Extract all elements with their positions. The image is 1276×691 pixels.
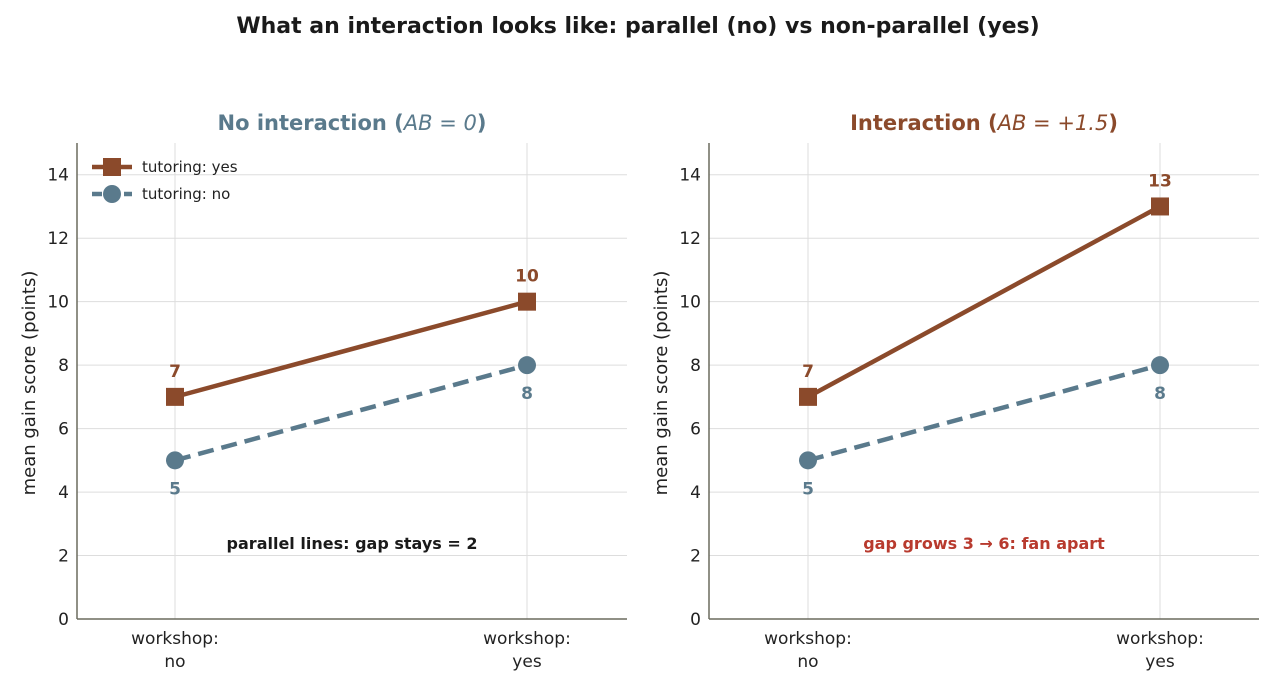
y-tick-label: 12 xyxy=(679,229,701,249)
data-point-circle xyxy=(799,451,817,470)
data-label: 8 xyxy=(1154,384,1166,404)
y-tick-label: 14 xyxy=(679,166,701,186)
legend-marker-square xyxy=(103,158,121,176)
y-tick-label: 6 xyxy=(690,420,701,440)
data-label: 5 xyxy=(169,479,181,499)
y-tick-label: 4 xyxy=(690,483,701,503)
data-point-circle xyxy=(166,451,184,470)
series-line xyxy=(174,299,528,400)
legend-label: tutoring: no xyxy=(142,185,230,203)
series-line xyxy=(174,362,528,463)
y-tick-label: 6 xyxy=(58,420,69,440)
data-point-square xyxy=(1151,197,1169,216)
y-tick-label: 10 xyxy=(679,293,701,313)
x-tick-label: workshop: yes xyxy=(1116,629,1204,672)
chart-panel-1: 0 2 4 6 8 10 12 14 workshop: no workshop: yes mean g… xyxy=(19,111,627,672)
y-tick-label: 8 xyxy=(690,356,701,376)
figure-title: What an interaction looks like: parallel… xyxy=(236,14,1040,39)
annotation-text: gap grows 3 → 6: fan apart xyxy=(863,534,1105,553)
data-point-circle xyxy=(1151,356,1169,375)
y-tick-label: 4 xyxy=(58,483,69,503)
data-label: 13 xyxy=(1148,171,1172,191)
data-label: 5 xyxy=(802,479,814,499)
y-tick-label: 14 xyxy=(47,166,69,186)
series-line xyxy=(806,204,1162,399)
data-label: 8 xyxy=(521,384,533,404)
data-label: 10 xyxy=(515,267,539,287)
y-tick-label: 2 xyxy=(690,547,701,567)
legend-marker-circle xyxy=(103,185,121,203)
x-tick-label: workshop: yes xyxy=(483,629,571,672)
data-point-circle xyxy=(518,356,536,375)
panel-title: No interaction (AB = 0) xyxy=(218,111,487,135)
x-tick-label: workshop: no xyxy=(131,629,219,672)
y-tick-label: 0 xyxy=(58,610,69,630)
legend-label: tutoring: yes xyxy=(142,158,238,176)
data-point-square xyxy=(518,292,536,311)
annotation-text: parallel lines: gap stays = 2 xyxy=(227,534,478,553)
y-tick-label: 2 xyxy=(58,547,69,567)
y-axis-label: mean gain score (points) xyxy=(19,271,40,496)
data-label: 7 xyxy=(169,362,181,382)
panel-title: Interaction (AB = +1.5) xyxy=(850,111,1118,135)
data-point-square xyxy=(799,387,817,406)
series-line xyxy=(807,362,1161,463)
x-tick-label: workshop: no xyxy=(764,629,852,672)
legend: tutoring: yes tutoring: no xyxy=(92,158,238,203)
y-tick-label: 12 xyxy=(47,229,69,249)
y-tick-label: 8 xyxy=(58,356,69,376)
data-point-square xyxy=(166,387,184,406)
y-axis-label: mean gain score (points) xyxy=(651,271,672,496)
data-label: 7 xyxy=(802,362,814,382)
y-tick-label: 0 xyxy=(690,610,701,630)
y-tick-label: 10 xyxy=(47,293,69,313)
chart-panel-2: 0 2 4 6 8 10 12 14 workshop: no workshop: yes mean g… xyxy=(651,111,1259,672)
